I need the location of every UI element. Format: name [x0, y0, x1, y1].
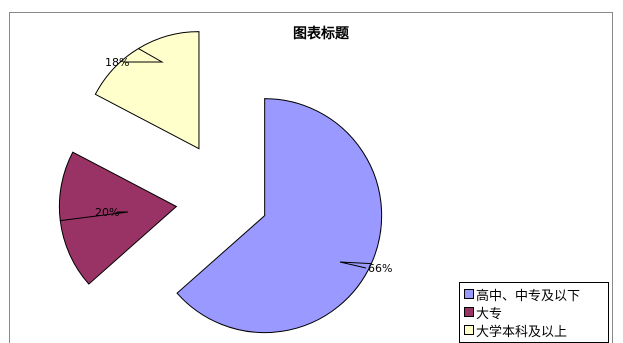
- legend: 高中、中专及以下 大专 大学本科及以上: [459, 282, 609, 343]
- chart-title: 图表标题: [293, 25, 350, 42]
- legend-label-college: 大专: [476, 306, 503, 322]
- data-label-college: 20%: [95, 206, 119, 219]
- legend-item-bachelor: 大学本科及以上: [464, 321, 608, 340]
- legend-item-high-school: 高中、中专及以下: [464, 285, 608, 304]
- legend-label-bachelor: 大学本科及以上: [476, 324, 568, 340]
- pie-slice-bachelor: [94, 31, 200, 150]
- legend-item-college: 大专: [464, 303, 608, 322]
- leader-line-high-school: [339, 261, 372, 269]
- leader-line-bachelor: [123, 48, 164, 63]
- data-label-bachelor: 18%: [105, 56, 129, 69]
- legend-swatch-college: [464, 307, 474, 317]
- legend-swatch-bachelor: [464, 325, 474, 335]
- leader-line-college: [60, 211, 129, 222]
- data-label-high-school: 66%: [368, 262, 392, 275]
- pie-slice-high-school: [176, 98, 383, 334]
- legend-label-high-school: 高中、中专及以下: [476, 288, 581, 304]
- legend-swatch-high-school: [464, 289, 474, 299]
